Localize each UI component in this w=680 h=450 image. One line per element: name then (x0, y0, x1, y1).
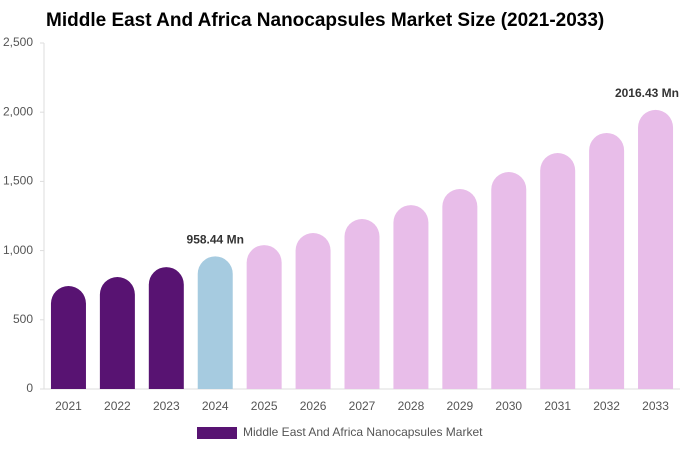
x-tick-label: 2030 (495, 399, 522, 413)
bar (442, 189, 478, 389)
legend-label: Middle East And Africa Nanocapsules Mark… (243, 425, 483, 439)
bar (50, 286, 86, 389)
data-label: 2016.43 Mn (615, 86, 679, 100)
x-tick-label: 2021 (55, 399, 82, 413)
x-tick-label: 2025 (251, 399, 278, 413)
x-tick-label: 2032 (593, 399, 620, 413)
y-tick-label: 2,500 (3, 35, 33, 49)
x-tick-label: 2022 (104, 399, 131, 413)
x-tick-label: 2023 (153, 399, 180, 413)
x-tick-label: 2029 (446, 399, 473, 413)
bar (491, 171, 527, 389)
chart-title: Middle East And Africa Nanocapsules Mark… (46, 10, 604, 31)
bar (197, 256, 233, 389)
y-tick-label: 1,000 (3, 243, 33, 257)
bar (344, 219, 380, 389)
x-tick-label: 2027 (349, 399, 376, 413)
x-tick-label: 2024 (202, 399, 229, 413)
data-label: 958.44 Mn (187, 233, 244, 247)
bar (246, 245, 282, 389)
y-tick-label: 2,000 (3, 104, 33, 118)
bar (540, 153, 576, 389)
legend-swatch (197, 427, 237, 439)
bar (589, 132, 625, 389)
bar (295, 233, 331, 389)
x-tick-label: 2033 (642, 399, 669, 413)
y-tick-label: 1,500 (3, 174, 33, 188)
bar (99, 277, 135, 389)
x-tick-label: 2031 (544, 399, 571, 413)
bar (638, 109, 674, 389)
y-tick-label: 0 (26, 381, 33, 395)
bar (393, 205, 429, 389)
x-tick-label: 2028 (398, 399, 425, 413)
x-tick-label: 2026 (300, 399, 327, 413)
bar (148, 267, 184, 389)
y-tick-label: 500 (13, 312, 33, 326)
